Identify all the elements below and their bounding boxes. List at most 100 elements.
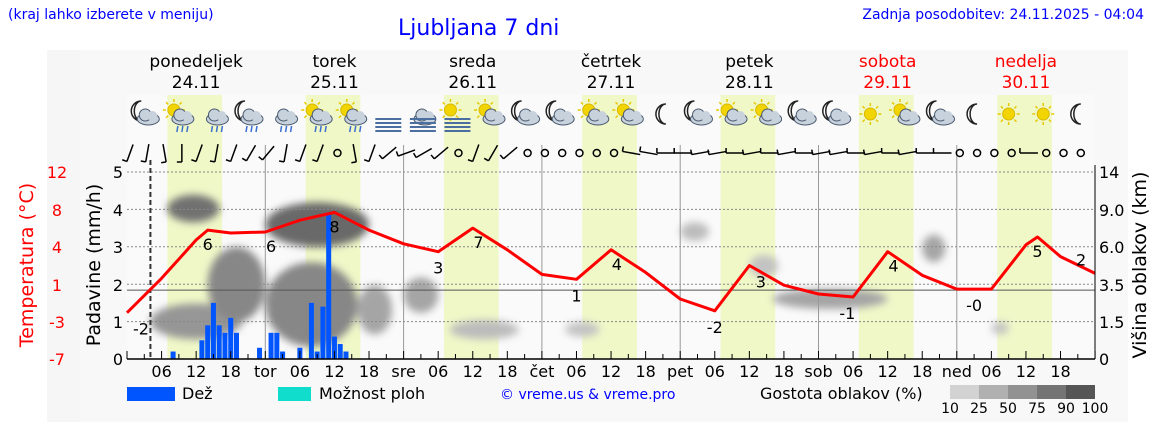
moon-cloud-icon [130, 100, 160, 126]
day-name: petek [725, 52, 774, 72]
barb-shaft [229, 144, 238, 162]
wind-barb-icon [412, 147, 433, 159]
rain-drop [284, 125, 288, 133]
rain-drop [176, 125, 179, 133]
calm-wind-icon [955, 148, 965, 158]
day-name: nedelja [994, 52, 1058, 72]
sun-ray [891, 115, 895, 119]
x-tick-label: 18 [774, 362, 794, 381]
sun-cloud-rain-icon [301, 99, 333, 133]
wind-barb-icon [707, 149, 727, 156]
moon-cloud-icon [545, 100, 575, 126]
sun-ray [875, 119, 879, 123]
copyright-link[interactable]: © vreme.us & vreme.pro [500, 387, 676, 403]
sun-ray [862, 105, 866, 109]
cloud-patch [991, 322, 1009, 335]
cloud-patch [749, 254, 779, 278]
wind-barb-icon [880, 148, 900, 154]
barb-feather [395, 151, 399, 157]
wind-barb-icon [639, 146, 658, 156]
precipitation-tick-label: 4 [113, 201, 123, 220]
barb-feather [140, 160, 146, 163]
wind-barb-icon [621, 146, 641, 156]
wind-barb-icon [499, 146, 518, 160]
rain-drop [289, 125, 293, 133]
sun-ray [628, 101, 632, 105]
wind-barb-icon [241, 144, 257, 162]
wind-barb-icon [811, 149, 831, 156]
rain-bar [257, 347, 263, 359]
barb-feather [621, 146, 625, 152]
rain-bar [320, 306, 326, 359]
sun-ray [476, 101, 480, 105]
barb-feather [741, 149, 745, 155]
cloud-patch [265, 202, 370, 247]
wind-barb-icon [140, 144, 150, 163]
wind-barb-icon [294, 144, 307, 163]
wind-barb-icon [312, 144, 324, 163]
day-date: 30.11 [1001, 73, 1051, 93]
x-tick-label: 12 [1016, 362, 1036, 381]
barb-shaft [639, 150, 658, 156]
barb-feather [412, 152, 417, 158]
x-tick-label: sob [804, 362, 832, 381]
legend-showers-label: Možnost ploh [319, 384, 426, 403]
x-tick-label: 12 [324, 362, 344, 381]
x-tick-label: 06 [981, 362, 1001, 381]
barb-feather [897, 149, 900, 155]
rain-drop [250, 125, 253, 133]
legend-showers-swatch [278, 387, 311, 401]
x-tick-label: ned [942, 362, 972, 381]
barb-shaft [622, 150, 641, 156]
day-header: četrtek 27.11 [551, 52, 671, 94]
wind-barb-icon [690, 149, 710, 156]
rain-drop [210, 125, 214, 133]
sun-ray [338, 115, 342, 119]
day-date: 29.11 [863, 73, 912, 93]
cloud-scale-label: 10 [941, 401, 959, 417]
cloud-scale-label: 100 [1081, 401, 1109, 417]
temperature-tick-label: 8 [52, 201, 62, 220]
rain-bar [222, 332, 228, 359]
sun-cloud-icon [577, 99, 610, 126]
rain-bar [216, 325, 222, 359]
barb-shaft [777, 150, 796, 156]
wind-barb-icon [209, 144, 219, 163]
moon-cloud-rain-icon [234, 100, 264, 133]
x-tick-label: 12 [739, 362, 759, 381]
temperature-extreme-label: 3 [756, 273, 766, 292]
sun-ray [476, 115, 480, 119]
wind-barb-icon [759, 148, 779, 154]
location-hint[interactable]: (kraj lahko izberete v meniju) [8, 7, 214, 23]
x-tick-label: 18 [912, 362, 932, 381]
temperature-extreme-label: -1 [839, 304, 855, 323]
barb-feather [690, 149, 693, 155]
page-title: Ljubljana 7 dni [398, 16, 560, 41]
cloud-fog-icon [409, 108, 437, 132]
sun-ray [718, 115, 722, 119]
rain-drop [220, 125, 224, 133]
barb-shaft [245, 144, 257, 162]
wind-barb-icon [176, 144, 183, 163]
x-tick-label: pet [667, 362, 693, 381]
day-name: ponedeljek [149, 52, 243, 72]
wind-barb-icon [258, 145, 275, 161]
temperature-extreme-label: 4 [612, 255, 622, 274]
barb-shaft [381, 146, 397, 160]
calm-wind-icon [990, 148, 999, 158]
temperature-extreme-label: -0 [966, 296, 982, 315]
day-name: torek [312, 52, 357, 72]
day-header: petek 28.11 [689, 52, 809, 94]
barb-shaft [368, 144, 376, 162]
cloud-puff [147, 111, 158, 121]
precipitation-tick-label: 3 [113, 238, 123, 257]
fog-icon [375, 118, 402, 132]
sun-ray [753, 101, 757, 105]
sun-ray [338, 101, 342, 105]
legend-rain-swatch [127, 387, 175, 401]
rain-bar [274, 332, 280, 359]
rain-bar [331, 336, 337, 359]
x-tick-label: 18 [1050, 362, 1070, 381]
cloud-puff [907, 111, 918, 121]
barb-shaft [829, 150, 848, 156]
